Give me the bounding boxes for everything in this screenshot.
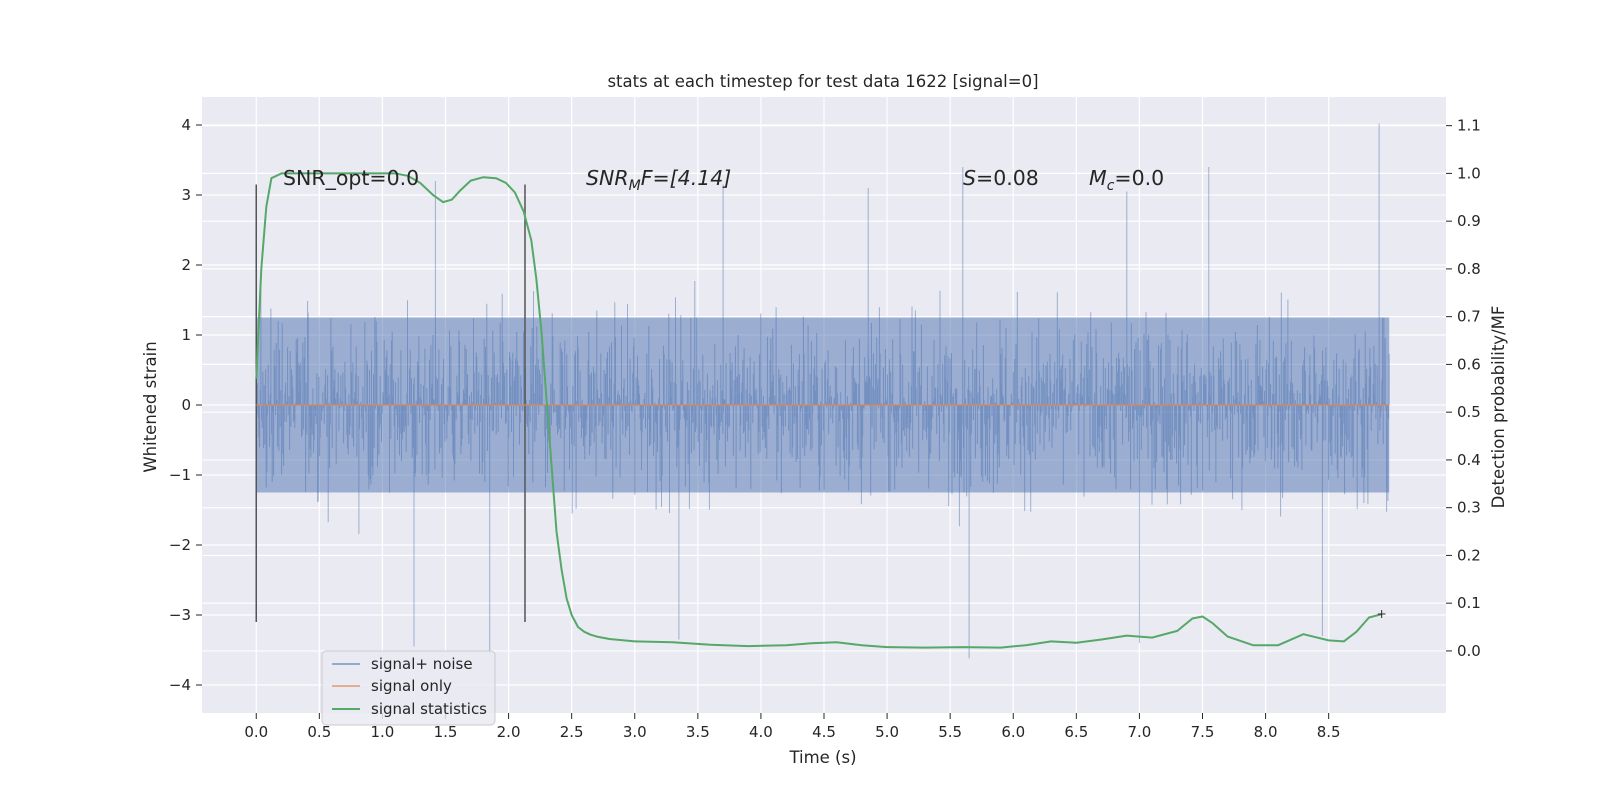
x-tick-label: 3.5	[686, 723, 710, 741]
annotation-s-main: S	[963, 166, 976, 190]
x-tick-label: 6.0	[1001, 723, 1025, 741]
chart-title: stats at each timestep for test data 162…	[607, 72, 1038, 91]
annotation-snr-mf-main: SNR	[586, 166, 629, 190]
x-tick-label: 8.5	[1317, 723, 1341, 741]
x-tick-label: 8.0	[1254, 723, 1278, 741]
signal-statistics-series: +	[255, 172, 1387, 649]
x-tick-label: 1.5	[434, 723, 458, 741]
legend-label-signal-statistics: signal statistics	[371, 700, 487, 718]
annotation-snr-mf-sub: M	[629, 178, 641, 194]
y-tick-label: 1	[181, 326, 191, 344]
y-tick-label: 0	[181, 396, 191, 414]
x-axis-ticks: 0.0 0.5 1.0 1.5 2.0 2.5 3.0 3.5 4.0 4.5 5.0 5.5 6.0 6…	[244, 713, 1341, 741]
y2-axis-ticks: 1.1 1.0 0.9 0.8 0.7 0.6 0.5 0.4 0.3 0.2 0.1 0.0	[1446, 117, 1481, 660]
x-tick-label: 1.0	[370, 723, 394, 741]
annotation-mc-main: M	[1089, 166, 1107, 190]
y-tick-label: −3	[169, 606, 191, 624]
y2-tick-label: 0.1	[1457, 594, 1481, 612]
signal-statistics-end-marker: +	[1377, 607, 1387, 621]
signal-statistics-line	[255, 172, 1382, 649]
y-tick-label: 4	[181, 116, 191, 134]
y2-tick-label: 1.0	[1457, 164, 1481, 182]
y2-tick-label: 0.5	[1457, 403, 1481, 421]
y2-tick-label: 0.3	[1457, 499, 1481, 517]
y2-tick-label: 0.0	[1457, 642, 1481, 660]
vertical-markers	[255, 184, 526, 622]
y-axis-ticks: 4 3 2 1 0 −1 −2 −3 −4	[169, 116, 202, 694]
x-tick-label: 5.0	[875, 723, 899, 741]
legend: signal+ noise signal only signal statist…	[321, 650, 496, 726]
x-tick-label: 4.0	[749, 723, 773, 741]
y-axis-label: Whitened strain	[141, 341, 160, 472]
annotation-s-tail: =0.08	[976, 166, 1039, 190]
y-tick-label: −4	[169, 676, 191, 694]
x-tick-label: 2.0	[497, 723, 521, 741]
x-tick-label: 0.0	[244, 723, 268, 741]
x-tick-label: 3.0	[623, 723, 647, 741]
x-tick-label: 7.0	[1127, 723, 1151, 741]
annotation-mc-tail: =0.0	[1114, 166, 1164, 190]
x-tick-label: 0.5	[307, 723, 331, 741]
y2-tick-label: 0.7	[1457, 308, 1481, 326]
x-tick-label: 5.5	[938, 723, 962, 741]
y-tick-label: −2	[169, 536, 191, 554]
annotation-mc: Mc=0.0	[1089, 166, 1164, 194]
y2-tick-label: 0.6	[1457, 355, 1481, 373]
y-tick-label: 2	[181, 256, 191, 274]
annotation-mc-sub: c	[1107, 178, 1115, 194]
annotation-snr-mf-tail: F=[4.14]	[641, 166, 732, 190]
y2-axis-label: Detection probability/MF	[1489, 306, 1508, 509]
y2-tick-label: 0.8	[1457, 260, 1481, 278]
x-tick-label: 2.5	[560, 723, 584, 741]
y2-tick-label: 1.1	[1457, 117, 1481, 135]
legend-box	[321, 650, 496, 726]
y-tick-label: 3	[181, 186, 191, 204]
annotation-snr-mf: SNRMF=[4.14]	[586, 166, 731, 194]
y2-tick-label: 0.2	[1457, 546, 1481, 564]
x-tick-label: 7.5	[1191, 723, 1215, 741]
x-axis-label: Time (s)	[788, 748, 856, 767]
y2-tick-label: 0.9	[1457, 212, 1481, 230]
x-tick-label: 6.5	[1064, 723, 1088, 741]
y2-tick-label: 0.4	[1457, 451, 1481, 469]
annotation-s: S=0.08	[963, 166, 1039, 190]
x-tick-label: 4.5	[812, 723, 836, 741]
annotation-snr-opt: SNR_opt=0.0	[283, 166, 419, 191]
legend-label-signal-only: signal only	[371, 677, 452, 695]
legend-label-signal-noise: signal+ noise	[371, 655, 473, 673]
y-tick-label: −1	[169, 466, 191, 484]
